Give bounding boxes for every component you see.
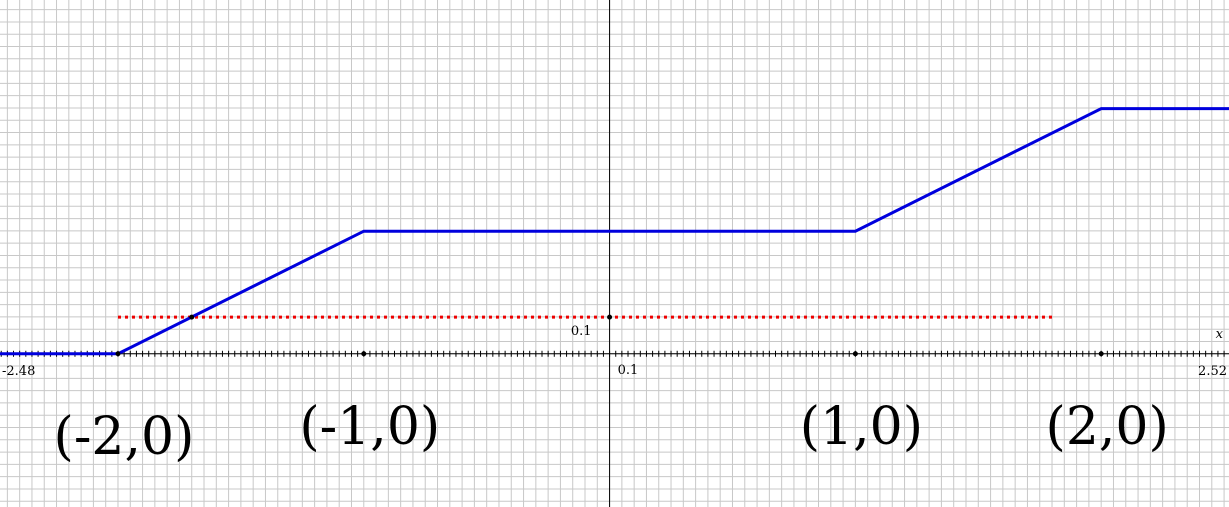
marked-point [607,314,613,320]
marked-points [115,314,1104,357]
marked-point [361,351,367,357]
marked-point [189,314,195,320]
marked-point [115,351,121,357]
point-label: (2,0) [1046,397,1169,457]
x-axis-name: x [1216,327,1224,342]
point-label: (-1,0) [299,397,440,457]
point-label: (1,0) [800,397,923,457]
point-labels: (-2,0) (-1,0) (1,0) (2,0) [54,397,1169,467]
series-line-0 [0,107,1229,356]
x-unit-label: 0.1 [618,363,639,378]
marked-point [852,351,858,357]
x-min-label: -2.48 [2,364,35,379]
point-label: (-2,0) [54,407,195,467]
x-max-label: 2.52 [1198,364,1227,379]
marked-point [1098,351,1104,357]
y-unit-label: 0.1 [571,324,592,339]
